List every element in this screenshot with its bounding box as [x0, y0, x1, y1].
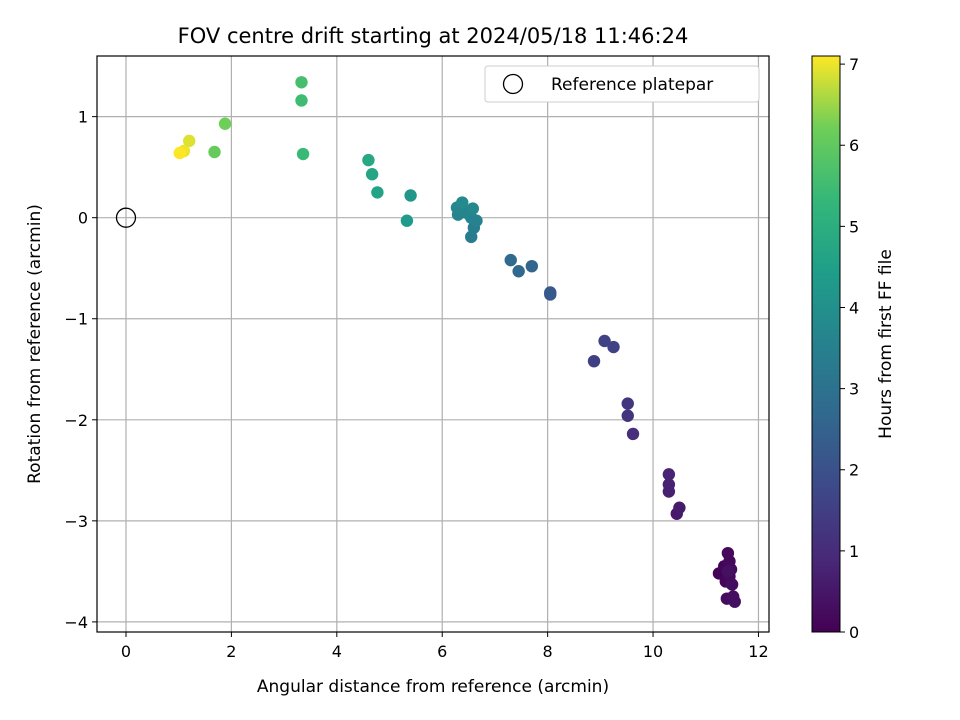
colorbar: 0 1 2 3 4 5 6 7 Hours from first FF file: [811, 55, 896, 642]
legend: Reference platepar: [484, 65, 760, 103]
data-point: [512, 265, 525, 278]
x-tick-label: 10: [643, 642, 663, 661]
y-axis-label: Rotation from reference (arcmin): [25, 204, 45, 484]
x-axis-ticks: 0 2 4 6 8 10 12: [121, 632, 769, 661]
data-point: [362, 153, 375, 167]
data-point: [208, 145, 221, 159]
data-point: [173, 146, 186, 160]
data-point: [725, 578, 739, 591]
colorbar-tick-label: 7: [849, 55, 859, 74]
data-point: [456, 196, 469, 209]
x-tick-label: 2: [226, 642, 236, 661]
x-tick-label: 8: [543, 642, 553, 661]
data-point: [218, 117, 232, 130]
chart-title: FOV centre drift starting at 2024/05/18 …: [178, 24, 689, 48]
x-tick-label: 4: [332, 642, 342, 661]
data-point: [544, 286, 557, 299]
x-axis-label: Angular distance from reference (arcmin): [257, 677, 609, 697]
y-tick-label: 0: [78, 209, 88, 228]
y-axis-ticks: −4 −3 −2 −1 0 1: [64, 108, 97, 632]
data-point: [400, 214, 414, 227]
colorbar-tick-label: 4: [849, 298, 859, 317]
colorbar-label: Hours from first FF file: [876, 249, 896, 439]
data-point: [662, 478, 676, 491]
data-point: [295, 94, 308, 107]
data-point: [504, 253, 517, 267]
y-tick-label: −2: [64, 411, 88, 430]
data-point: [371, 186, 384, 199]
data-point: [621, 397, 634, 410]
reference-marker: [115, 207, 137, 228]
data-point: [607, 340, 620, 354]
data-point: [673, 501, 686, 514]
colorbar-tick-label: 5: [849, 217, 859, 236]
data-points: [173, 76, 741, 608]
y-tick-label: 1: [78, 108, 88, 127]
reference-platepar-point: [115, 207, 137, 228]
y-tick-label: −1: [64, 310, 88, 329]
data-point: [721, 565, 735, 578]
x-tick-label: 6: [437, 642, 447, 661]
y-tick-label: −3: [64, 512, 88, 531]
legend-box: [484, 65, 760, 103]
data-point: [587, 354, 601, 368]
data-point: [662, 468, 676, 481]
colorbar-tick-label: 3: [849, 380, 859, 399]
data-point: [296, 147, 310, 161]
data-point: [728, 595, 741, 608]
colorbar-tick-label: 0: [849, 623, 859, 642]
data-point: [466, 202, 479, 215]
data-point: [404, 189, 417, 202]
data-point: [598, 334, 611, 348]
data-point: [621, 409, 634, 422]
colorbar-tick-label: 1: [849, 542, 859, 561]
grid-lines: [97, 56, 769, 632]
legend-marker-icon: [502, 73, 524, 95]
colorbar-tick-label: 2: [849, 461, 859, 480]
x-tick-label: 12: [748, 642, 768, 661]
data-point: [365, 168, 379, 181]
y-tick-label: −4: [64, 613, 88, 632]
colorbar-tick-label: 6: [849, 136, 859, 155]
data-point: [183, 134, 196, 148]
data-point: [295, 76, 308, 89]
colorbar-gradient: [811, 55, 841, 633]
legend-entry-label: Reference platepar: [551, 75, 713, 95]
data-point: [626, 427, 640, 441]
plot-frame: [96, 55, 770, 633]
data-point: [525, 259, 539, 273]
x-tick-label: 0: [121, 642, 131, 661]
colorbar-ticks: 0 1 2 3 4 5 6 7: [840, 55, 859, 642]
